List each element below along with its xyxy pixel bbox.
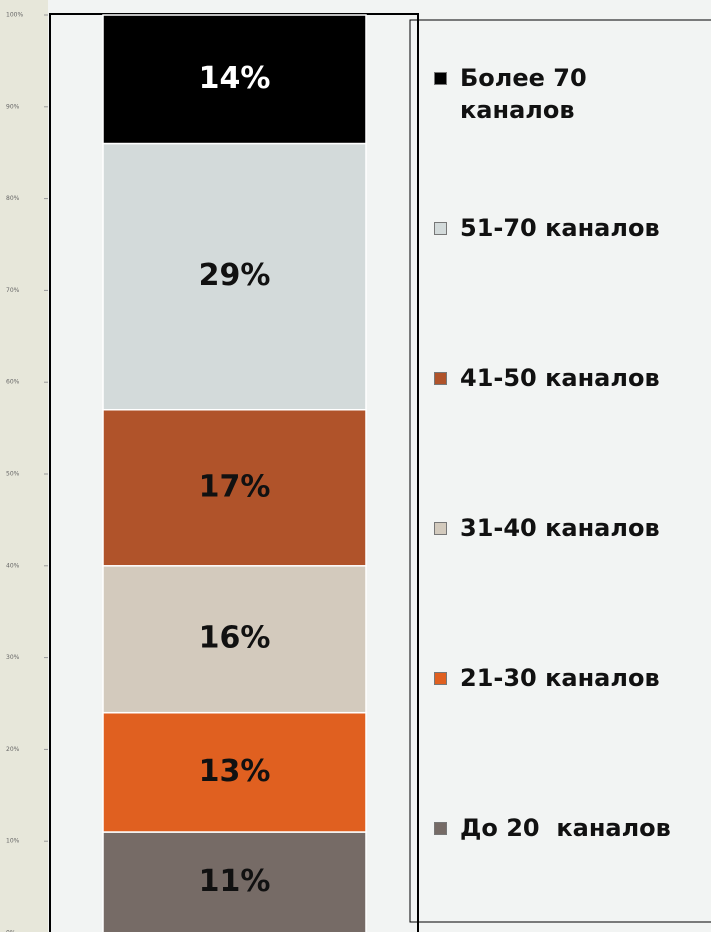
bar-segment [102,14,367,145]
data-label: 11% [199,864,271,899]
legend-swatch [434,222,447,235]
legend-swatch [434,372,447,385]
bar-segment [102,565,367,714]
y-tick-label: 50% [6,471,20,478]
bar-segment [102,408,367,567]
legend-swatch [434,672,447,685]
legend-entry: 51-70 каналов [434,212,686,244]
y-tick-label: 70% [6,287,20,294]
y-tick-label: 10% [6,838,20,845]
legend-box [409,19,711,923]
data-label: 17% [199,469,271,504]
bar-segment [102,711,367,833]
bar-segment [102,831,367,932]
data-label: 29% [199,258,271,293]
y-tick-label: 80% [6,195,20,202]
legend-label: Более 70 каналов [460,64,596,124]
legend-label: 31-40 каналов [460,514,660,542]
legend-label: 51-70 каналов [460,214,660,242]
y-tick-label: 40% [6,562,20,569]
legend-entry: Более 70 каналов [434,62,686,126]
y-tick-label: 0% [6,930,16,932]
y-tick-label: 20% [6,746,20,753]
y-tick-label: 90% [6,103,20,110]
y-tick-label: 100% [6,12,23,19]
legend-swatch [434,822,447,835]
legend-label: До 20 каналов [460,814,671,842]
axis-strip [0,0,48,932]
legend-label: 21-30 каналов [460,664,660,692]
legend-entry: 21-30 каналов [434,662,686,694]
data-label: 16% [199,621,271,656]
bar-segment [102,142,367,411]
legend-entry: До 20 каналов [434,812,686,844]
legend-entry: 41-50 каналов [434,362,686,394]
legend-label: 41-50 каналов [460,364,660,392]
data-label: 13% [199,754,271,789]
data-label: 14% [199,61,271,96]
legend-swatch [434,72,447,85]
legend-swatch [434,522,447,535]
y-tick-label: 60% [6,379,20,386]
y-tick-label: 30% [6,654,20,661]
legend-entry: 31-40 каналов [434,512,686,544]
